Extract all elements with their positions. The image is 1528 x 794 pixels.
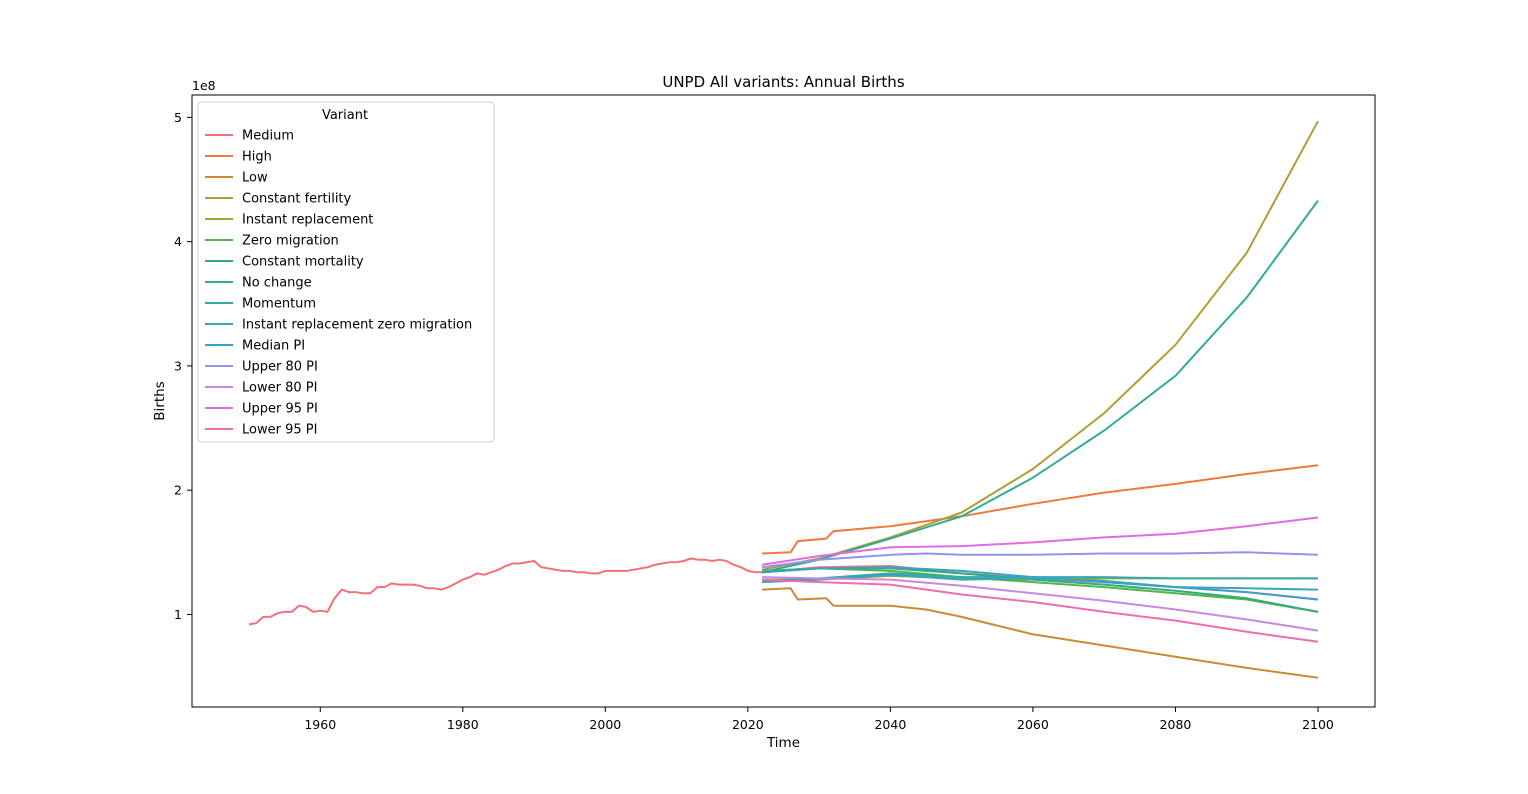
x-tick-label: 1980 bbox=[447, 717, 479, 732]
series-line-4 bbox=[761, 120, 1319, 571]
series-line-12 bbox=[761, 551, 1319, 569]
plot-area bbox=[191, 94, 1376, 708]
y-tick-label: 4 bbox=[174, 234, 182, 249]
x-tick-label: 2060 bbox=[1017, 717, 1049, 732]
series-line-15 bbox=[762, 578, 1319, 643]
legend-title: Variant bbox=[322, 108, 368, 123]
plot-frame bbox=[191, 94, 1376, 708]
legend-entry: Instant replacement zero migration bbox=[242, 318, 472, 333]
legend-entry: Upper 80 PI bbox=[242, 360, 318, 375]
legend-entry: Lower 95 PI bbox=[242, 423, 317, 438]
legend-entry: Constant mortality bbox=[242, 255, 364, 270]
x-tick-label: 2040 bbox=[874, 717, 906, 732]
legend-entry: Constant fertility bbox=[242, 192, 352, 207]
legend: Variant Medium High Low Constant fertility I… bbox=[197, 101, 495, 443]
x-axis-label: Time bbox=[766, 735, 800, 751]
x-tick-label: 2080 bbox=[1160, 717, 1192, 732]
legend-entry: Low bbox=[242, 171, 268, 186]
x-tick-label: 2100 bbox=[1302, 717, 1334, 732]
x-axis: 1960 1980 2000 2020 2040 2060 2080 2100 bbox=[304, 707, 1334, 732]
series-line-8 bbox=[761, 200, 1319, 574]
x-tick-label: 2000 bbox=[589, 717, 621, 732]
legend-box bbox=[197, 101, 495, 443]
chart-title: UNPD All variants: Annual Births bbox=[662, 73, 904, 91]
series-line-11 bbox=[762, 566, 1319, 601]
legend-entry: Medium bbox=[242, 129, 294, 144]
y-axis-label: Births bbox=[152, 381, 168, 420]
y-axis: 1 2 3 4 5 bbox=[174, 110, 192, 622]
series-line-1 bbox=[248, 557, 1319, 626]
y-tick-label: 1 bbox=[174, 607, 182, 622]
legend-entry: Upper 95 PI bbox=[242, 402, 318, 417]
legend-entry: Instant replacement bbox=[242, 213, 373, 228]
legend-entry: Median PI bbox=[242, 339, 305, 354]
y-tick-label: 5 bbox=[174, 110, 182, 125]
x-tick-label: 1960 bbox=[304, 717, 336, 732]
series-line-3 bbox=[762, 587, 1319, 679]
series-line-14 bbox=[761, 516, 1319, 566]
legend-entry: Zero migration bbox=[242, 234, 339, 249]
series-line-13 bbox=[762, 576, 1319, 632]
y-tick-label: 3 bbox=[174, 358, 182, 373]
legend-entry: High bbox=[242, 150, 272, 165]
legend-entry: Momentum bbox=[242, 297, 316, 312]
series-line-2 bbox=[762, 464, 1319, 555]
x-tick-label: 2020 bbox=[732, 717, 764, 732]
legend-entry: No change bbox=[242, 276, 312, 291]
legend-entry: Lower 80 PI bbox=[242, 381, 317, 396]
y-axis-offset-label: 1e8 bbox=[192, 78, 216, 93]
y-tick-label: 2 bbox=[174, 483, 182, 498]
